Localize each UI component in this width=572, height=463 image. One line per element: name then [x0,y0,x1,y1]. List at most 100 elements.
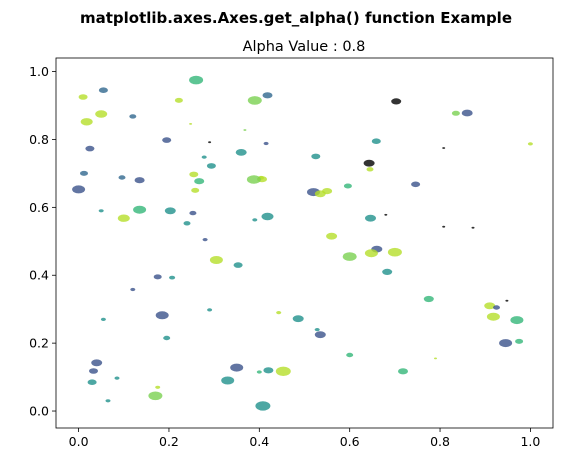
scatter-point [189,123,193,125]
scatter-point [183,221,191,226]
scatter-point [527,142,533,146]
scatter-point [515,338,524,344]
x-tick-label: 0.0 [69,434,89,449]
scatter-point [189,171,199,178]
scatter-point [100,317,106,321]
scatter-point [262,92,273,99]
scatter-point [164,207,176,215]
scatter-point [442,147,446,149]
scatter-point [434,357,437,360]
y-tick-label: 0.8 [29,132,49,147]
scatter-point [365,214,376,222]
scatter-point [85,145,95,152]
x-axis: 0.0 0.2 0.4 0.6 0.8 1.0 [69,428,540,449]
scatter-point [411,181,421,188]
x-tick-label: 1.0 [520,434,540,449]
scatter-point [155,385,161,389]
scatter-point [202,238,208,242]
scatter-point [243,129,247,131]
x-tick-label: 0.8 [430,434,450,449]
scatter-point [326,232,338,240]
scatter-point [261,212,274,221]
plot-area [56,58,553,428]
scatter-point [343,183,352,189]
scatter-point [493,305,500,310]
scatter-point [322,188,333,195]
scatter-point [78,94,88,100]
scatter-point [484,302,496,310]
scatter-point [72,185,86,194]
scatter-point [342,252,357,261]
scatter-point [118,175,126,180]
scatter-point [246,175,261,184]
scatter-point [311,153,321,160]
scatter-point [505,299,509,302]
scatter-point [169,275,176,280]
scatter-point [364,249,378,258]
scatter-point [130,287,136,292]
axes-frame [55,57,554,429]
scatter-point [117,214,130,222]
scatter-point [148,391,163,401]
scatter-point [391,98,402,105]
chart-suptitle: matplotlib.axes.Axes.get_alpha() functio… [80,9,512,27]
scatter-point [89,368,98,374]
x-tick-label: 0.4 [249,434,269,449]
scatter-point [191,187,200,193]
scatter-point [451,110,460,116]
scatter-point [201,155,207,159]
scatter-point [207,308,213,312]
scatter-point [129,114,137,119]
scatter-point [471,226,475,229]
scatter-point [346,352,354,358]
scatter-point [233,262,243,268]
scatter-point [221,376,235,385]
scatter-point [155,311,169,320]
scatter-point [134,177,145,184]
scatter-point [499,339,513,348]
scatter-point [162,137,172,143]
y-tick-label: 0.2 [29,336,49,351]
scatter-point [275,366,291,376]
scatter-point [230,363,244,372]
scatter-point [80,118,93,126]
scatter-point [153,274,162,280]
scatter-point [366,167,374,172]
scatter-point [423,295,434,303]
scatter-point [255,401,271,411]
scatter-point [256,370,262,374]
scatter-point [235,149,247,156]
x-tick-label: 0.6 [340,434,360,449]
scatter-point [206,163,216,169]
scatter-point [114,376,120,380]
scatter-point [486,312,500,321]
x-tick-label: 0.2 [159,434,179,449]
scatter-point [80,170,88,176]
scatter-point [98,87,108,93]
scatter-point [314,328,320,332]
scatter-point [98,209,104,213]
chart-title: Alpha Value : 0.8 [243,39,366,55]
y-tick-label: 0.0 [29,404,49,419]
scatter-point [398,368,408,375]
scatter-point [174,97,183,103]
scatter-point [247,96,262,105]
y-tick-label: 0.4 [29,268,49,283]
scatter-point [387,247,402,257]
scatter-point [263,141,269,146]
scatter-point [276,311,282,315]
scatter-point [384,213,388,216]
scatter-point [87,379,97,386]
scatter-point [292,315,304,323]
scatter-point [189,210,197,216]
scatter-point [189,75,204,85]
scatter-point [133,205,147,214]
scatter-point [442,225,446,228]
y-axis: 0.0 0.2 0.4 0.6 0.8 1.0 [29,64,56,419]
y-tick-label: 1.0 [29,64,49,79]
points-layer [72,75,533,411]
scatter-point [382,268,393,275]
scatter-point [208,141,212,144]
scatter-point [194,178,205,185]
